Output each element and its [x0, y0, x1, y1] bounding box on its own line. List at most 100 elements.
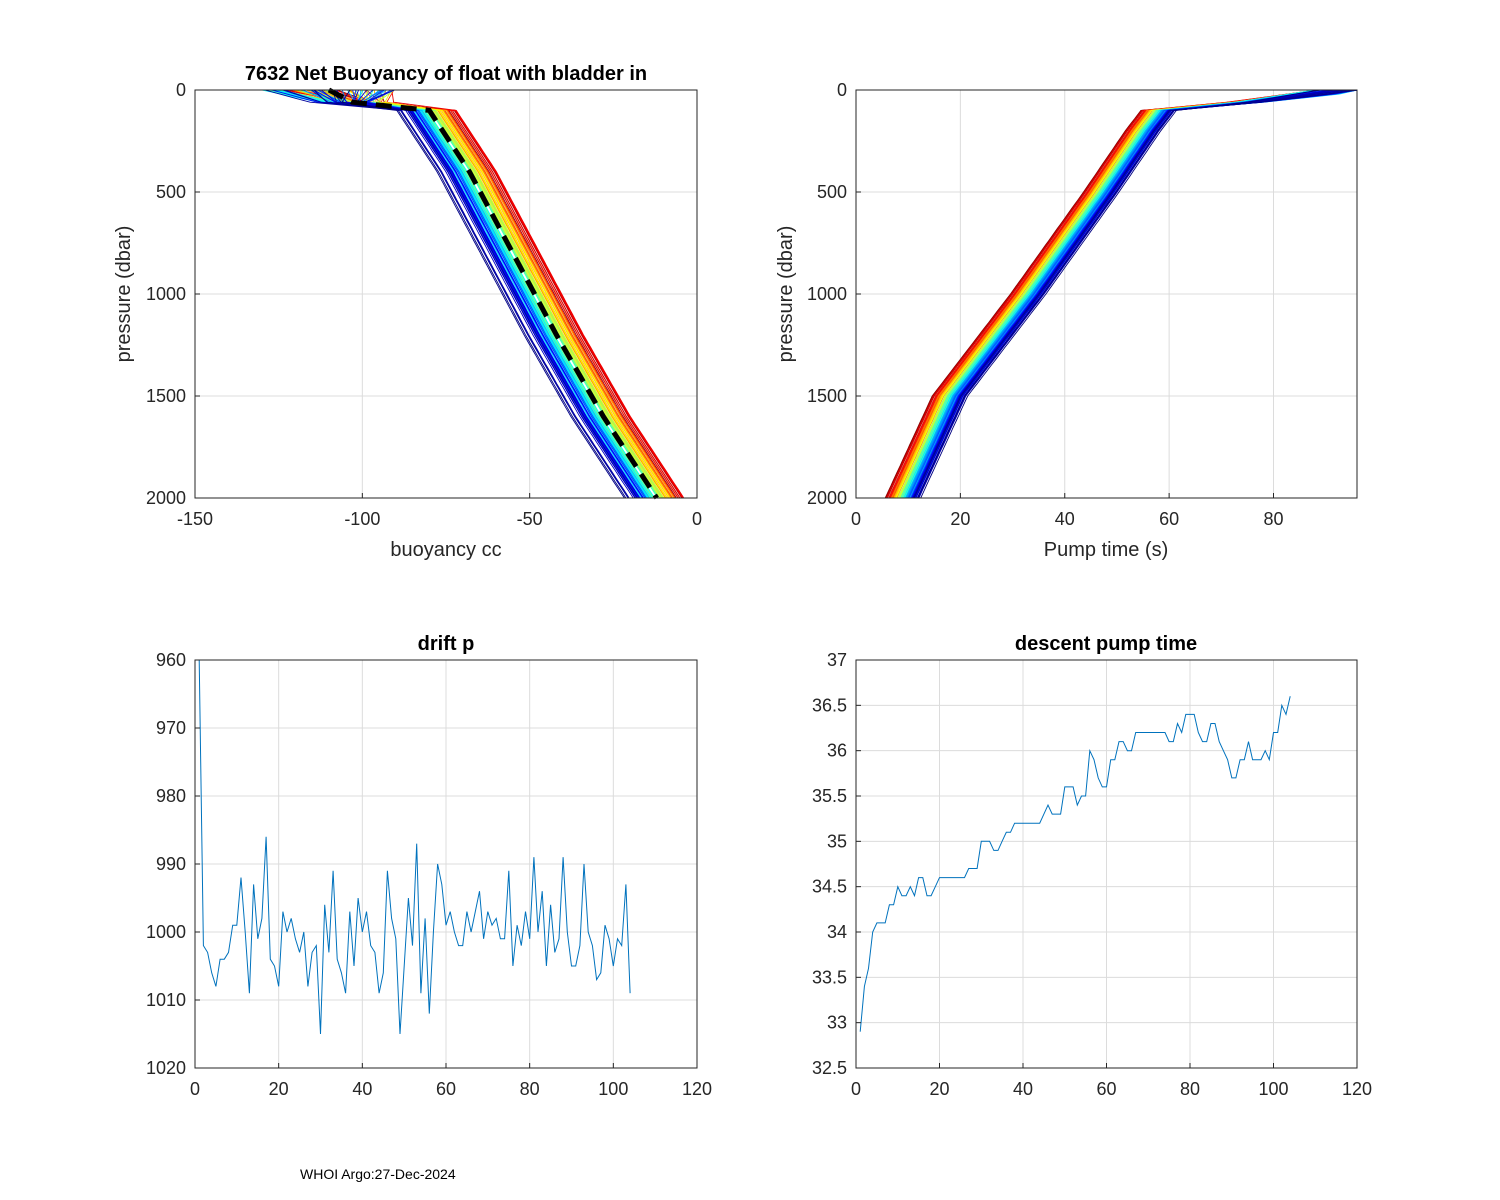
pump-profile-line [901, 89, 1335, 499]
buoyancy-profile-line [347, 89, 668, 499]
pump-profile-line [912, 89, 1344, 499]
pump-xtick-label: 40 [1055, 509, 1075, 529]
buoyancy-panel: -150 -100 -50 0 0 500 1000 1500 2000 7632 Net Bu… [113, 63, 702, 561]
descent-tick-labels: 0 20 40 60 80 100 120 32.5 33 33.5 34 34.5 35 35.5 36 3… [812, 650, 1372, 1099]
buoyancy-profile-line [348, 89, 672, 499]
buoyancy-xtick-label: -150 [177, 509, 213, 529]
pump-profile-line [913, 89, 1358, 499]
drift-ytick-label: 990 [156, 854, 186, 874]
buoyancy-profile-line [317, 89, 649, 499]
descent-xtick-label: 20 [929, 1079, 949, 1099]
pump-profile-line [903, 89, 1335, 499]
descent-ytick-label: 33 [827, 1013, 847, 1033]
buoyancy-ylabel: pressure (dbar) [113, 226, 135, 363]
buoyancy-profile-line [320, 89, 667, 499]
pump-ylabel: pressure (dbar) [775, 226, 797, 363]
pump-profile-line [893, 89, 1358, 499]
buoyancy-profile-line [320, 89, 662, 499]
pump-tick-labels: 0 20 40 60 80 0 500 1000 1500 2000 [807, 80, 1284, 529]
pump-profile-line [909, 89, 1349, 499]
buoyancy-profile-line [291, 89, 666, 499]
buoyancy-profile-line [356, 89, 642, 499]
drift-xtick-label: 20 [269, 1079, 289, 1099]
buoyancy-xtick-label: -100 [344, 509, 380, 529]
buoyancy-profile-line [327, 89, 681, 499]
pump-profile-line [884, 89, 1358, 499]
drift-ytick-label: 1010 [146, 990, 186, 1010]
buoyancy-profile-line [313, 89, 625, 499]
buoyancy-xtick-label: 0 [692, 509, 702, 529]
pump-ytick-label: 1000 [807, 284, 847, 304]
buoyancy-profile-line [314, 89, 639, 499]
buoyancy-profile-line [330, 89, 638, 499]
pump-xtick-label: 0 [851, 509, 861, 529]
buoyancy-mean-line [327, 87, 659, 500]
buoyancy-profile-line [264, 89, 630, 499]
buoyancy-profile-line [287, 89, 684, 499]
footer-note: WHOI Argo:27-Dec-2024 [300, 1166, 456, 1182]
pump-profile-line [900, 89, 1346, 499]
buoyancy-profile-line [360, 89, 665, 499]
descent-xtick-label: 80 [1180, 1079, 1200, 1099]
pump-ytick-label: 500 [817, 182, 847, 202]
pump-profile-line [892, 89, 1358, 499]
buoyancy-profile-line [305, 89, 675, 499]
buoyancy-profile-line [391, 89, 685, 499]
buoyancy-profile-line [266, 89, 651, 499]
descent-ytick-label: 35.5 [812, 786, 847, 806]
pump-profile-line [904, 89, 1316, 499]
descent-panel: 0 20 40 60 80 100 120 32.5 33 33.5 34 34.5 35 35.5 36 3… [812, 633, 1372, 1099]
buoyancy-profile-line [273, 89, 652, 499]
drift-xtick-label: 100 [598, 1079, 628, 1099]
pump-profile-line [910, 89, 1358, 499]
pump-profile-line [894, 89, 1340, 499]
buoyancy-profile-line [299, 89, 679, 499]
drift-ytick-label: 960 [156, 650, 186, 670]
drift-ytick-label: 970 [156, 718, 186, 738]
pump-profile-line [908, 89, 1342, 499]
buoyancy-ytick-label: 1000 [146, 284, 186, 304]
drift-ytick-label: 1000 [146, 922, 186, 942]
pump-profile-line [902, 89, 1335, 499]
descent-xtick-label: 120 [1342, 1079, 1372, 1099]
pump-profile-line [888, 89, 1358, 499]
drift-xtick-label: 40 [352, 1079, 372, 1099]
drift-xtick-label: 120 [682, 1079, 712, 1099]
descent-xtick-label: 40 [1013, 1079, 1033, 1099]
descent-ytick-label: 37 [827, 650, 847, 670]
buoyancy-profile-line [358, 89, 648, 499]
buoyancy-profile-line [317, 89, 646, 499]
pump-profile-line [915, 89, 1334, 499]
pump-xlabel: Pump time (s) [1044, 539, 1168, 561]
descent-ytick-label: 34 [827, 922, 847, 942]
pump-xtick-label: 20 [950, 509, 970, 529]
drift-series [198, 659, 631, 1035]
descent-ytick-label: 32.5 [812, 1058, 847, 1078]
descent-ytick-label: 35 [827, 831, 847, 851]
pump-profile-line [905, 89, 1331, 499]
pump-ytick-label: 2000 [807, 488, 847, 508]
buoyancy-profile-line [362, 89, 634, 499]
pump-profile-line [895, 89, 1325, 499]
buoyancy-profile-line [283, 89, 683, 499]
pump-profile-line [917, 89, 1358, 499]
buoyancy-ytick-label: 0 [176, 80, 186, 100]
descent-ytick-label: 36 [827, 741, 847, 761]
buoyancy-profile-line [309, 89, 661, 499]
buoyancy-xlabel: buoyancy cc [390, 539, 501, 561]
drift-series-line [198, 659, 631, 1035]
pump-profile-line [890, 89, 1318, 499]
drift-ytick-label: 1020 [146, 1058, 186, 1078]
pump-ytick-label: 1500 [807, 386, 847, 406]
pump-profile-line [886, 89, 1358, 499]
buoyancy-profile-line [262, 89, 647, 499]
descent-xtick-label: 0 [851, 1079, 861, 1099]
descent-ytick-label: 33.5 [812, 967, 847, 987]
buoyancy-ytick-label: 2000 [146, 488, 186, 508]
pump-profile-line [920, 89, 1321, 499]
buoyancy-profile-line [297, 89, 664, 499]
descent-series [859, 696, 1291, 1032]
pump-profile-line [897, 89, 1338, 499]
